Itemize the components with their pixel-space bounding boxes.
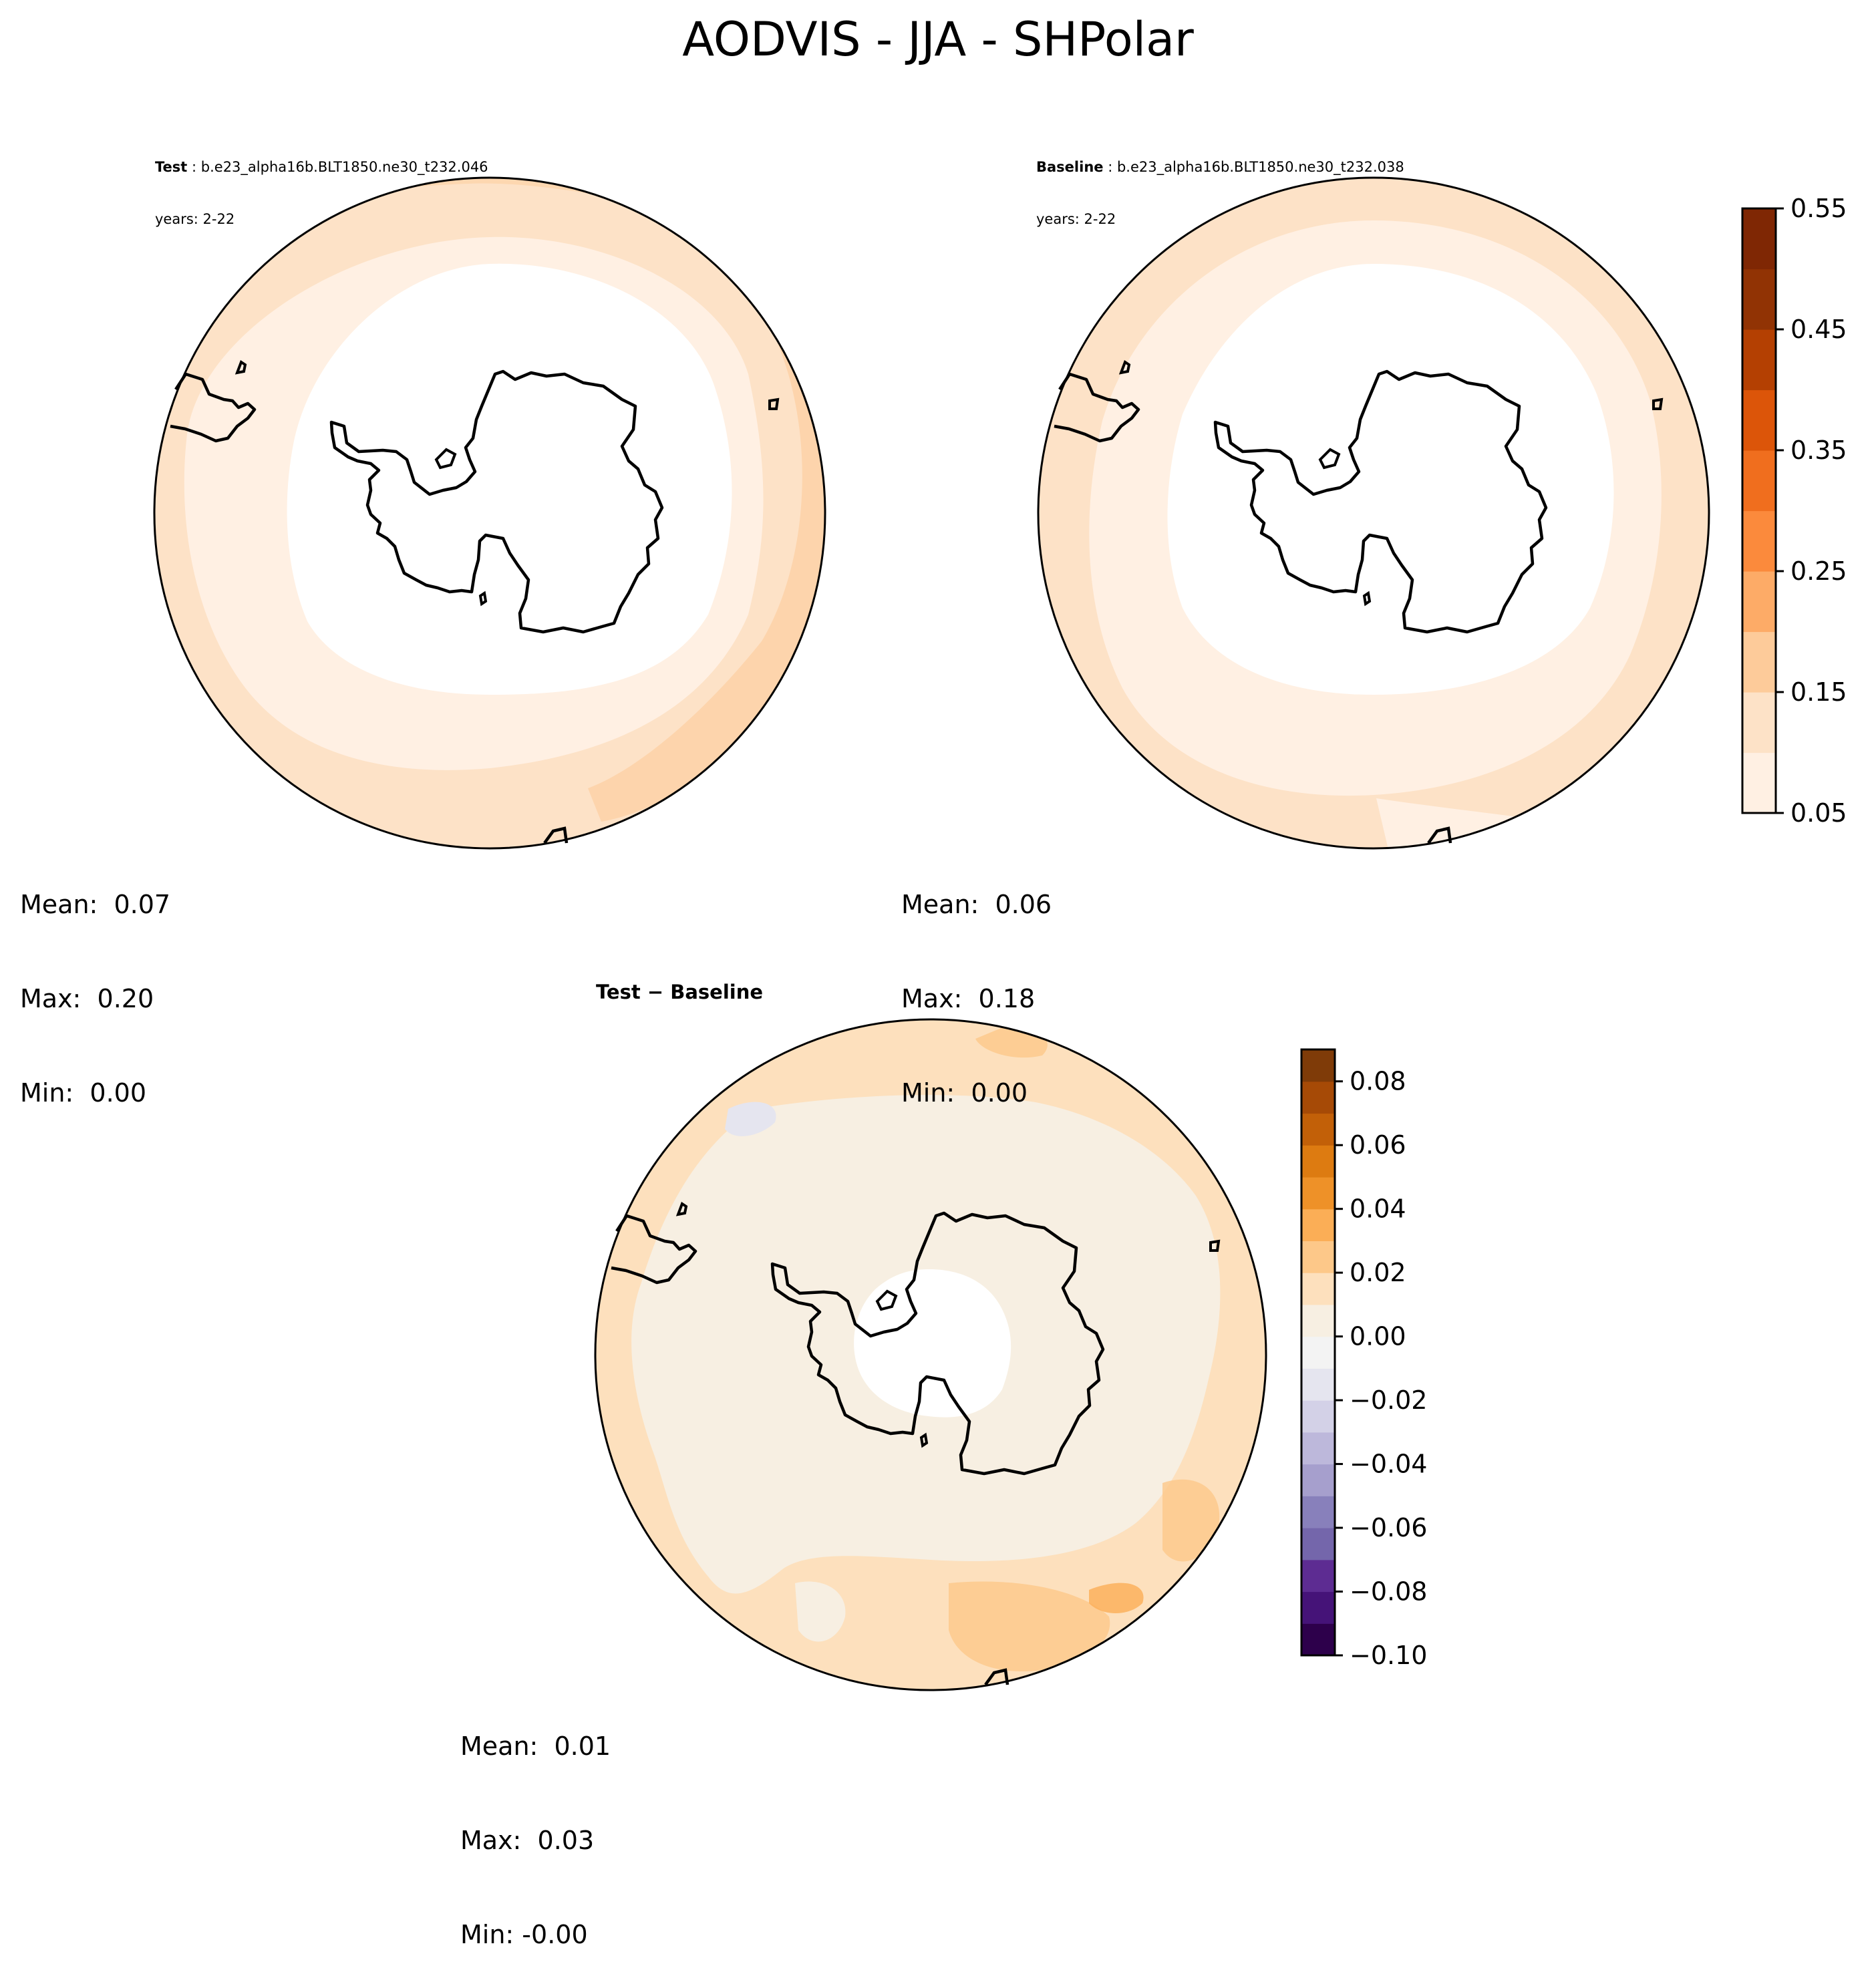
test-africa-coastline: [543, 826, 569, 844]
test-panel-header: Test : b.e23_alpha16b.BLT1850.ne30_t232.…: [155, 124, 488, 245]
baseline-max: Max: 0.18: [901, 984, 1036, 1013]
sequential-colorbar-tick-label: 0.05: [1790, 798, 1847, 828]
diff-mean: Mean: 0.01: [460, 1731, 611, 1761]
test-mean: Mean: 0.07: [20, 890, 171, 919]
diverging-colorbar-tick-label: −0.02: [1350, 1385, 1427, 1415]
diverging-colorbar-tick-label: −0.06: [1350, 1513, 1427, 1542]
diff-max: Max: 0.03: [460, 1826, 595, 1855]
diverging-colorbar-tick-label: 0.04: [1350, 1194, 1406, 1224]
test-title-label: Test: [155, 159, 188, 175]
diverging-colorbar-tick-label: −0.10: [1350, 1641, 1427, 1670]
diverging-colorbar-swatch: [1301, 1464, 1335, 1496]
diverging-colorbar-tick-label: −0.08: [1350, 1577, 1427, 1607]
sequential-colorbar-swatch: [1742, 269, 1776, 330]
diverging-colorbar-swatch: [1301, 1208, 1335, 1242]
test-title-case: b.e23_alpha16b.BLT1850.ne30_t232.046: [200, 159, 488, 175]
diverging-colorbar-swatch: [1301, 1368, 1335, 1401]
baseline-panel-header: Baseline : b.e23_alpha16b.BLT1850.ne30_t…: [1036, 124, 1404, 245]
diverging-colorbar-tick-label: 0.06: [1350, 1130, 1406, 1160]
diverging-colorbar-frame: [1300, 1048, 1336, 1657]
sequential-colorbar-tick-label: 0.25: [1790, 556, 1847, 586]
sequential-colorbar-swatch: [1742, 571, 1776, 633]
figure-title: AODVIS - JJA - SHPolar: [682, 12, 1194, 67]
diverging-colorbar: 0.08 0.06 0.04 0.02 0.00 −0.02 −0.04 −0.06 −0.08…: [1300, 1048, 1427, 1670]
baseline-title-case: b.e23_alpha16b.BLT1850.ne30_t232.038: [1116, 159, 1404, 175]
baseline-stats: Mean: 0.06 Max: 0.18 Min: 0.00: [901, 826, 1052, 1140]
diverging-colorbar-swatch: [1301, 1304, 1335, 1337]
diverging-colorbar-swatch: [1301, 1400, 1335, 1433]
diverging-colorbar-swatch: [1301, 1081, 1335, 1114]
diverging-colorbar-swatch: [1301, 1528, 1335, 1560]
diverging-colorbar-tick-label: 0.08: [1350, 1067, 1406, 1096]
test-map: [153, 176, 826, 850]
diff-map: [594, 1018, 1267, 1691]
diverging-colorbar-swatch: [1301, 1591, 1335, 1624]
diverging-colorbar-swatch: [1301, 1176, 1335, 1210]
sequential-colorbar-tick-label: 0.55: [1790, 194, 1847, 223]
sequential-colorbar-swatch: [1742, 510, 1776, 572]
sequential-colorbar-tick-label: 0.15: [1790, 677, 1847, 707]
diverging-colorbar-swatch: [1301, 1432, 1335, 1465]
diverging-colorbar-tick-label: −0.04: [1350, 1450, 1427, 1479]
diff-stats: Mean: 0.01 Max: 0.03 Min: -0.00: [460, 1668, 611, 1982]
sequential-colorbar: 0.05 0.15 0.25 0.35 0.45 0.55: [1741, 194, 1847, 828]
sequential-colorbar-swatch: [1742, 692, 1776, 754]
baseline-map: [1037, 176, 1710, 850]
baseline-africa-coastline: [1427, 826, 1452, 844]
diverging-colorbar-swatch: [1301, 1049, 1335, 1082]
maps-svg: 0.050.150.250.350.450.55 0.080.060.040.0…: [153, 176, 1847, 1691]
diverging-colorbar-swatch: [1301, 1273, 1335, 1305]
sequential-colorbar-swatch: [1742, 329, 1776, 391]
diverging-colorbar-swatch: [1301, 1145, 1335, 1178]
diff-min: Min: -0.00: [460, 1920, 588, 1949]
test-title-sep: :: [187, 159, 201, 175]
baseline-title-sep: :: [1103, 159, 1117, 175]
diverging-colorbar-swatch: [1301, 1113, 1335, 1146]
baseline-title-years: years: 2-22: [1036, 211, 1116, 227]
sequential-colorbar-tick-label: 0.35: [1790, 436, 1847, 465]
baseline-island-coastline: [1652, 397, 1664, 410]
diverging-colorbar-swatch: [1301, 1241, 1335, 1273]
sequential-colorbar-swatch: [1742, 450, 1776, 512]
test-island-coastline: [768, 397, 780, 410]
test-min: Min: 0.00: [20, 1078, 146, 1108]
test-title-years: years: 2-22: [155, 211, 235, 227]
sequential-colorbar-tick-label: 0.45: [1790, 315, 1847, 344]
test-stats: Mean: 0.07 Max: 0.20 Min: 0.00: [20, 826, 170, 1140]
diverging-colorbar-tick-label: 0.02: [1350, 1258, 1406, 1287]
sequential-colorbar-swatch: [1742, 208, 1776, 270]
baseline-min: Min: 0.00: [901, 1078, 1028, 1108]
sequential-colorbar-swatch: [1742, 389, 1776, 451]
test-max: Max: 0.20: [20, 984, 154, 1013]
diff-island-coastline: [1209, 1239, 1221, 1252]
diverging-colorbar-swatch: [1301, 1336, 1335, 1369]
diverging-colorbar-swatch: [1301, 1623, 1335, 1656]
diff-africa-coastline: [984, 1668, 1009, 1686]
diverging-colorbar-tick-label: 0.00: [1350, 1322, 1406, 1351]
sequential-colorbar-frame: [1741, 207, 1777, 814]
diff-panel-title: Test − Baseline: [596, 981, 764, 1003]
baseline-title-label: Baseline: [1036, 159, 1104, 175]
diverging-colorbar-swatch: [1301, 1496, 1335, 1528]
diverging-colorbar-swatch: [1301, 1559, 1335, 1593]
sequential-colorbar-swatch: [1742, 752, 1776, 814]
sequential-colorbar-swatch: [1742, 631, 1776, 693]
baseline-mean: Mean: 0.06: [901, 890, 1052, 919]
